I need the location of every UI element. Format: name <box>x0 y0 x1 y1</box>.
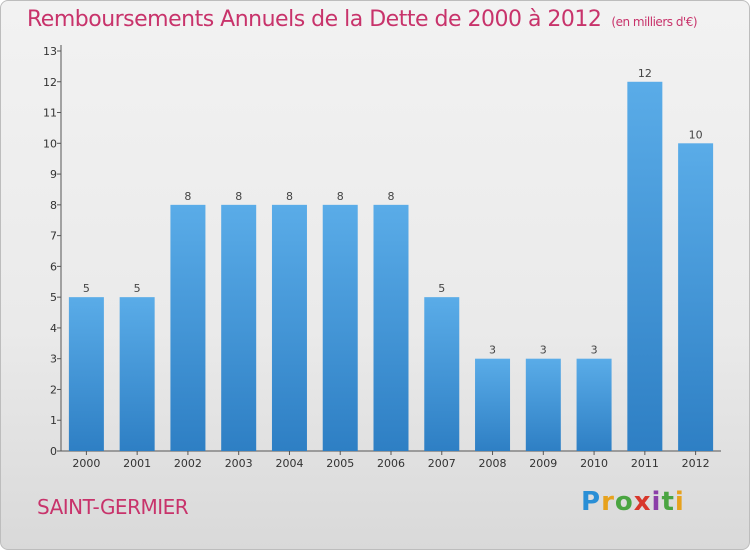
x-tick-label: 2000 <box>72 457 100 470</box>
data-label-2007: 5 <box>438 282 445 295</box>
logo-letter: o <box>614 487 634 517</box>
x-tick-label: 2010 <box>580 457 608 470</box>
data-label-2011: 12 <box>638 67 652 80</box>
y-tick-label: 3 <box>50 353 57 366</box>
y-tick-label: 10 <box>43 137 57 150</box>
chart-title: Remboursements Annuels de la Dette de 20… <box>27 7 698 32</box>
logo-letter: i <box>674 487 685 517</box>
logo-letter: P <box>581 487 602 517</box>
x-tick-label: 2001 <box>123 457 151 470</box>
bar-2004 <box>271 204 307 451</box>
y-tick-label: 1 <box>50 414 57 427</box>
data-label-2009: 3 <box>540 344 547 357</box>
data-label-2003: 8 <box>235 190 242 203</box>
y-tick-label: 2 <box>50 383 57 396</box>
x-tick-label: 2008 <box>479 457 507 470</box>
bar-2006 <box>373 204 409 451</box>
data-label-2010: 3 <box>591 344 598 357</box>
x-tick-label: 2005 <box>326 457 354 470</box>
chart-bars <box>68 81 714 452</box>
x-tick-label: 2003 <box>225 457 253 470</box>
town-name: SAINT-GERMIER <box>37 495 189 519</box>
y-tick-label: 6 <box>50 260 57 273</box>
bar-2011 <box>627 81 663 452</box>
bar-2003 <box>221 204 257 451</box>
logo-letter: r <box>601 487 615 517</box>
x-tick-label: 2012 <box>682 457 710 470</box>
y-tick-label: 12 <box>43 76 57 89</box>
data-label-2001: 5 <box>134 282 141 295</box>
data-label-2012: 10 <box>689 128 703 141</box>
bar-2007 <box>424 297 460 451</box>
bar-2009 <box>525 358 561 451</box>
chart-labels: 5 5 8 8 8 8 8 5 3 3 3 12 10 <box>83 67 703 357</box>
logo-letter: i <box>651 487 662 517</box>
bar-2010 <box>576 358 612 451</box>
y-tick-label: 13 <box>43 45 57 58</box>
data-label-2008: 3 <box>489 344 496 357</box>
y-tick-label: 0 <box>50 445 57 458</box>
x-tick-label: 2002 <box>174 457 202 470</box>
x-tick-label: 2007 <box>428 457 456 470</box>
proxiti-logo: Proxiti <box>581 487 685 517</box>
chart-title-text: Remboursements Annuels de la Dette de 20… <box>27 7 602 32</box>
bar-2012 <box>678 143 714 452</box>
data-label-2000: 5 <box>83 282 90 295</box>
y-tick-label: 7 <box>50 230 57 243</box>
x-tick-label: 2009 <box>529 457 557 470</box>
data-label-2006: 8 <box>388 190 395 203</box>
data-label-2005: 8 <box>337 190 344 203</box>
logo-letter: x <box>633 487 652 517</box>
x-tick-label: 2011 <box>631 457 659 470</box>
x-tick-label: 2004 <box>275 457 303 470</box>
data-label-2002: 8 <box>184 190 191 203</box>
bar-2005 <box>322 204 358 451</box>
bar-2008 <box>475 358 511 451</box>
y-tick-label: 9 <box>50 168 57 181</box>
x-tick-label: 2006 <box>377 457 405 470</box>
logo-letter: t <box>661 487 675 517</box>
y-tick-label: 11 <box>43 107 57 120</box>
y-tick-label: 8 <box>50 199 57 212</box>
y-tick-label: 5 <box>50 291 57 304</box>
chart-unit: (en milliers d'€) <box>611 15 698 29</box>
bar-2002 <box>170 204 206 451</box>
y-tick-label: 4 <box>50 322 57 335</box>
data-label-2004: 8 <box>286 190 293 203</box>
bar-2001 <box>119 297 155 451</box>
bar-2000 <box>68 297 104 451</box>
